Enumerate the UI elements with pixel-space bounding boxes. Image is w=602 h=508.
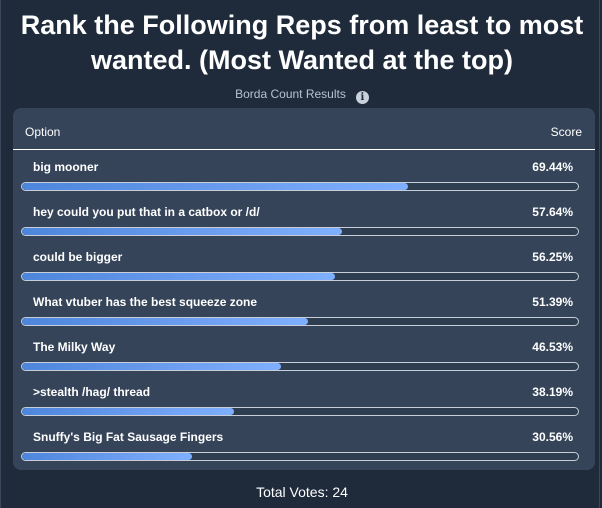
score-bar-fill — [22, 363, 281, 370]
total-votes: Total Votes: 24 — [256, 484, 348, 500]
score-bar-track — [21, 182, 579, 191]
score-bar-fill — [22, 318, 308, 325]
result-row: hey could you put that in a catbox or /d… — [13, 199, 595, 244]
option-label: hey could you put that in a catbox or /d… — [33, 205, 260, 219]
score-bar-track — [21, 452, 579, 461]
score-bar-fill — [22, 453, 192, 460]
option-score: 30.56% — [532, 430, 573, 444]
option-label: What vtuber has the best squeeze zone — [33, 295, 258, 309]
option-score: 51.39% — [532, 295, 573, 309]
option-label: >stealth /hag/ thread — [33, 385, 151, 399]
option-score: 57.64% — [532, 205, 573, 219]
option-column-header: Option — [25, 125, 61, 139]
score-bar-fill — [22, 228, 343, 235]
score-bar-fill — [22, 408, 235, 415]
score-column-header: Score — [550, 125, 582, 139]
result-row: Snuffy's Big Fat Sausage Fingers 30.56% — [13, 424, 595, 469]
result-row: big mooner 69.44% — [13, 154, 595, 199]
score-bar-track — [21, 227, 579, 236]
results-subtitle: Borda Count Results i — [1, 86, 602, 104]
results-panel: Option Score big mooner 69.44% hey could… — [13, 108, 595, 470]
option-score: 69.44% — [532, 160, 573, 174]
subtitle-text: Borda Count Results — [235, 87, 346, 101]
result-row: What vtuber has the best squeeze zone 51… — [13, 289, 595, 334]
score-bar-fill — [22, 183, 409, 190]
option-label: big mooner — [33, 160, 99, 174]
page-title: Rank the Following Reps from least to mo… — [20, 10, 584, 75]
score-bar-track — [21, 272, 579, 281]
score-bar-fill — [22, 273, 335, 280]
score-bar-track — [21, 317, 579, 326]
option-label: could be bigger — [33, 250, 123, 264]
result-row: could be bigger 56.25% — [13, 244, 595, 289]
result-row: The Milky Way 46.53% — [13, 334, 595, 379]
option-label: Snuffy's Big Fat Sausage Fingers — [33, 430, 224, 444]
table-header: Option Score — [13, 108, 595, 150]
option-score: 56.25% — [532, 250, 573, 264]
info-icon[interactable]: i — [355, 91, 369, 104]
result-row: >stealth /hag/ thread 38.19% — [13, 379, 595, 424]
score-bar-track — [21, 362, 579, 371]
option-label: The Milky Way — [33, 340, 116, 354]
score-bar-track — [21, 407, 579, 416]
option-score: 38.19% — [532, 385, 573, 399]
option-score: 46.53% — [532, 340, 573, 354]
